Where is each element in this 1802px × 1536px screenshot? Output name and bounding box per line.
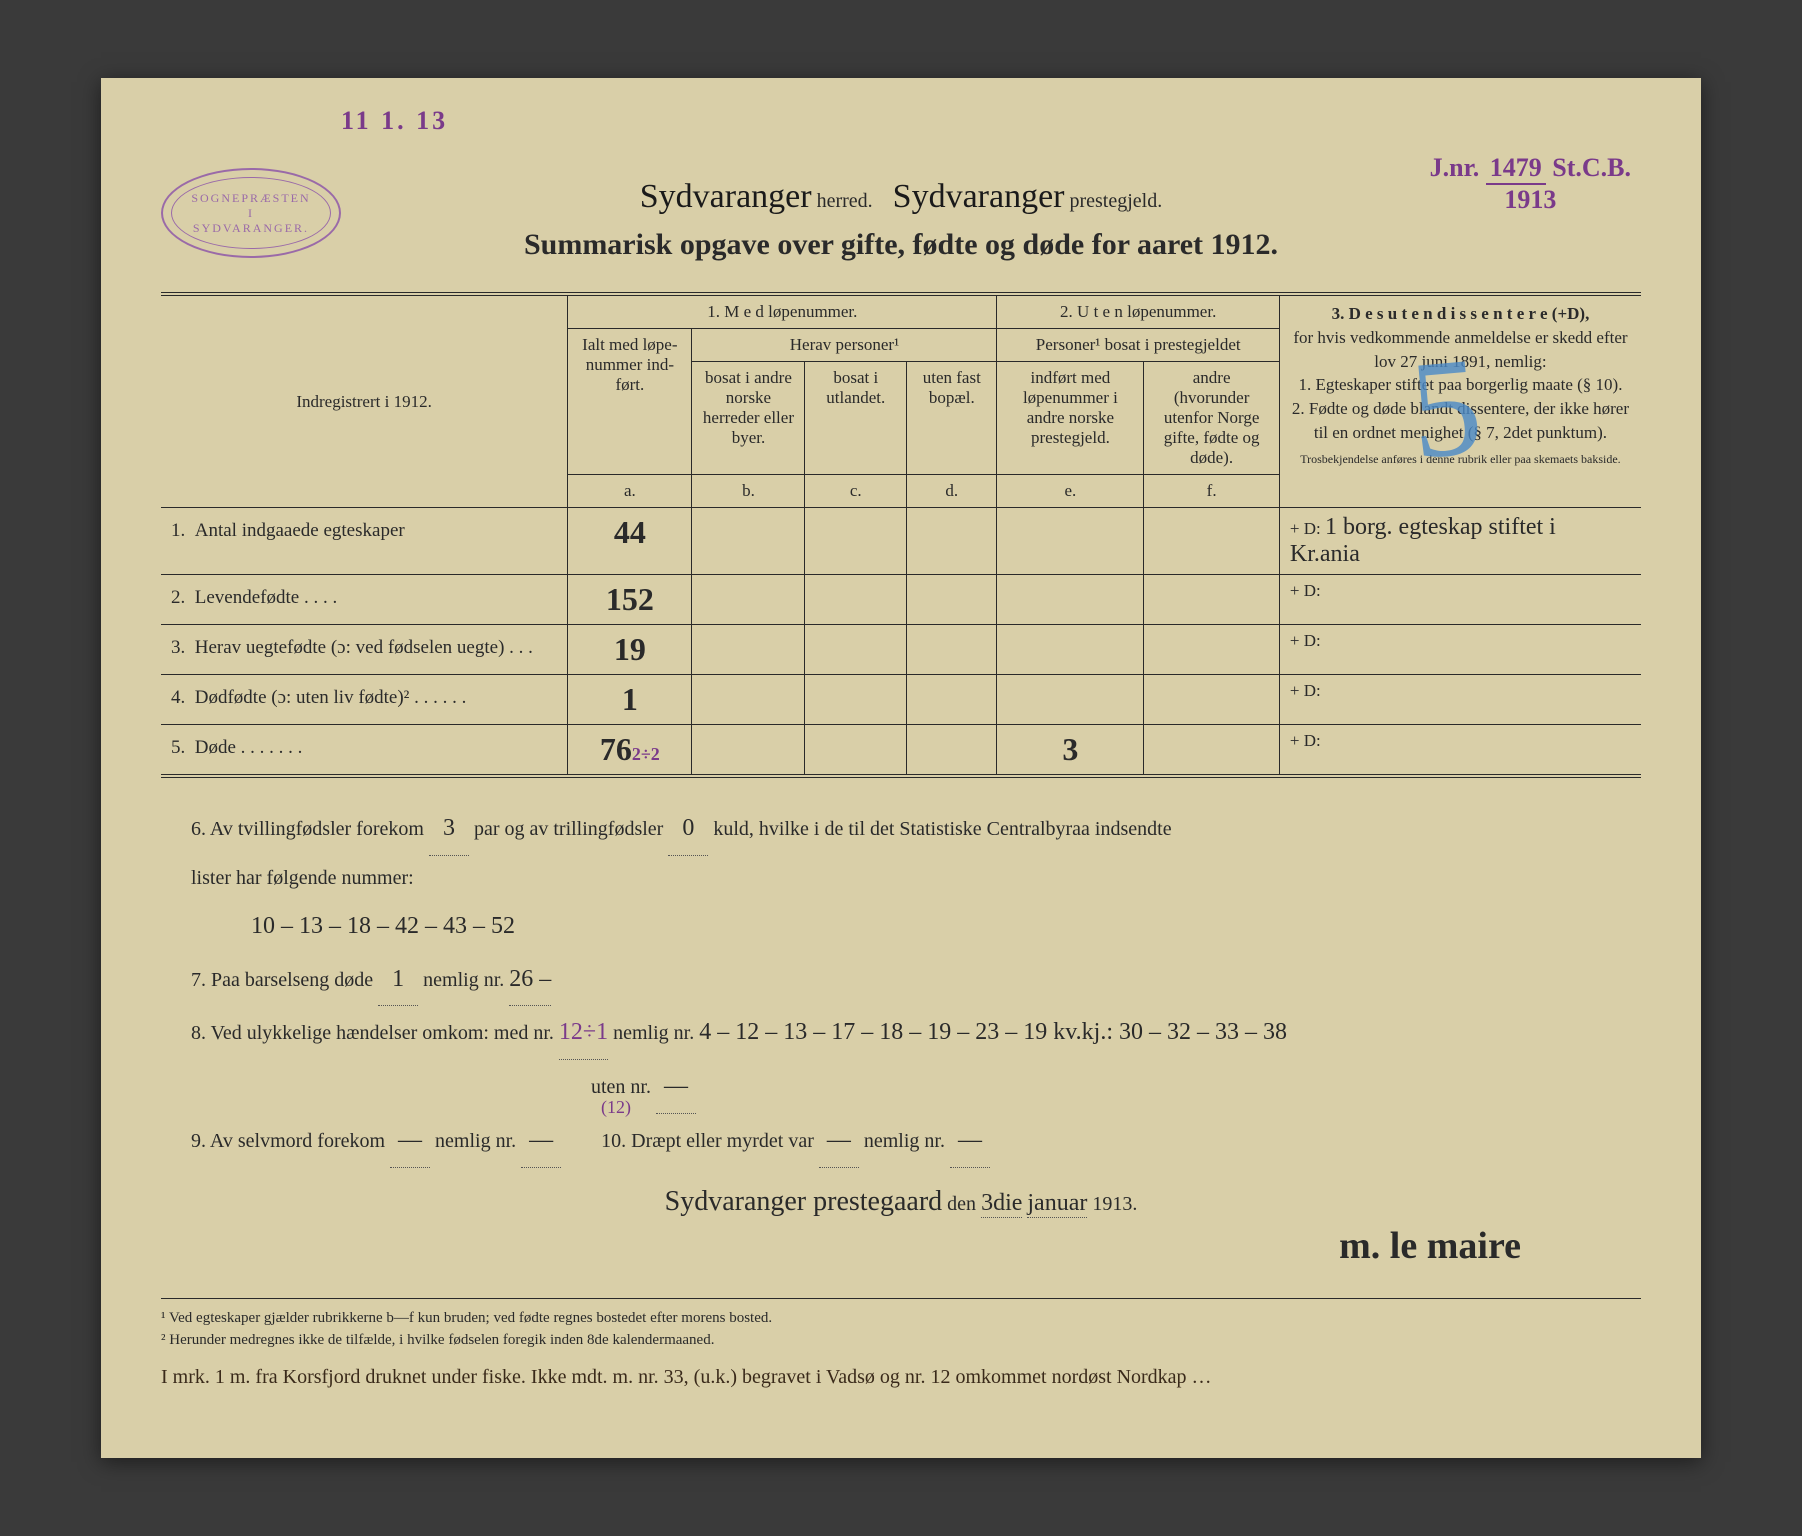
cell-a: 44 (568, 508, 692, 575)
header-line: Sydvaranger herred. Sydvaranger prestegj… (161, 178, 1641, 216)
table-row: 5. Døde . . . . . . . 762÷2 3 + D: (161, 725, 1641, 777)
col-a-header: Ialt med løpe- nummer ind- ført. (568, 329, 692, 475)
letter-a: a. (568, 475, 692, 508)
document-page: 11 1. 13 SOGNEPRÆSTEN I SYDVARANGER. J.n… (101, 78, 1701, 1458)
twin-numbers: 10 – 13 – 18 – 42 – 43 – 52 (251, 913, 515, 939)
oval-stamp: SOGNEPRÆSTEN I SYDVARANGER. (161, 168, 341, 258)
table-row: 3. Herav uegtefødte (ɔ: ved fødselen ueg… (161, 625, 1641, 675)
prestegjeld-handwritten: Sydvaranger (893, 178, 1065, 215)
table-row: 4. Dødfødte (ɔ: uten liv fødte)² . . . .… (161, 675, 1641, 725)
date-stamp: 11 1. 13 (341, 106, 448, 136)
signature: m. le maire (161, 1224, 1641, 1268)
section-3-header: 3. D e s u t e n d i s s e n t e r e (+D… (1279, 294, 1641, 508)
section-2-sub: Personer¹ bosat i prestegjeldet (997, 329, 1279, 362)
left-header: Indregistrert i 1912. (161, 294, 568, 508)
page-title: Summarisk opgave over gifte, fødte og dø… (161, 228, 1641, 262)
main-table: Indregistrert i 1912. 1. M e d løpenumme… (161, 292, 1641, 778)
letter-b: b. (692, 475, 805, 508)
letter-c: c. (805, 475, 907, 508)
section-2-header: 2. U t e n løpenummer. (997, 294, 1279, 329)
herav-header: Herav personer¹ (692, 329, 997, 362)
col-c-header: bosat i utlandet. (805, 362, 907, 475)
table-row: 2. Levendefødte . . . . 152 + D: (161, 575, 1641, 625)
signature-line: Sydvaranger prestegaard den 3die januar … (161, 1186, 1641, 1218)
section-1-header: 1. M e d løpenummer. (568, 294, 997, 329)
stamp-top: SOGNEPRÆSTEN (191, 191, 310, 206)
col-e-header: indført med løpenummer i andre norske pr… (997, 362, 1144, 475)
footnote-2: ² Herunder medregnes ikke de tilfælde, i… (161, 1329, 1641, 1352)
bottom-handwritten-notes: I mrk. 1 m. fra Korsfjord druknet under … (161, 1364, 1641, 1390)
journal-number-stamp: J.nr. 1479 St.C.B. 1913 (1430, 153, 1631, 215)
footnote-1: ¹ Ved egteskaper gjælder rubrikkerne b—f… (161, 1307, 1641, 1330)
letter-f: f. (1144, 475, 1280, 508)
stamp-mid: I (248, 206, 254, 221)
body-text: 6. Av tvillingfødsler forekom 3 par og a… (161, 802, 1641, 1168)
footnotes: ¹ Ved egteskaper gjælder rubrikkerne b—f… (161, 1298, 1641, 1352)
stamp-bottom: SYDVARANGER. (193, 221, 309, 236)
col-d-header: uten fast bopæl. (907, 362, 997, 475)
table-row: 1. Antal indgaaede egteskaper 44 + D: 1 … (161, 508, 1641, 575)
col-f-header: andre (hvorunder utenfor Norge gifte, fø… (1144, 362, 1280, 475)
accident-numbers: 4 – 12 – 13 – 17 – 18 – 19 – 23 – 19 kv.… (699, 1019, 1287, 1045)
herred-handwritten: Sydvaranger (640, 178, 812, 215)
letter-e: e. (997, 475, 1144, 508)
letter-d: d. (907, 475, 997, 508)
col-b-header: bosat i andre norske herreder eller byer… (692, 362, 805, 475)
row-label: 1. Antal indgaaede egteskaper (161, 508, 568, 575)
